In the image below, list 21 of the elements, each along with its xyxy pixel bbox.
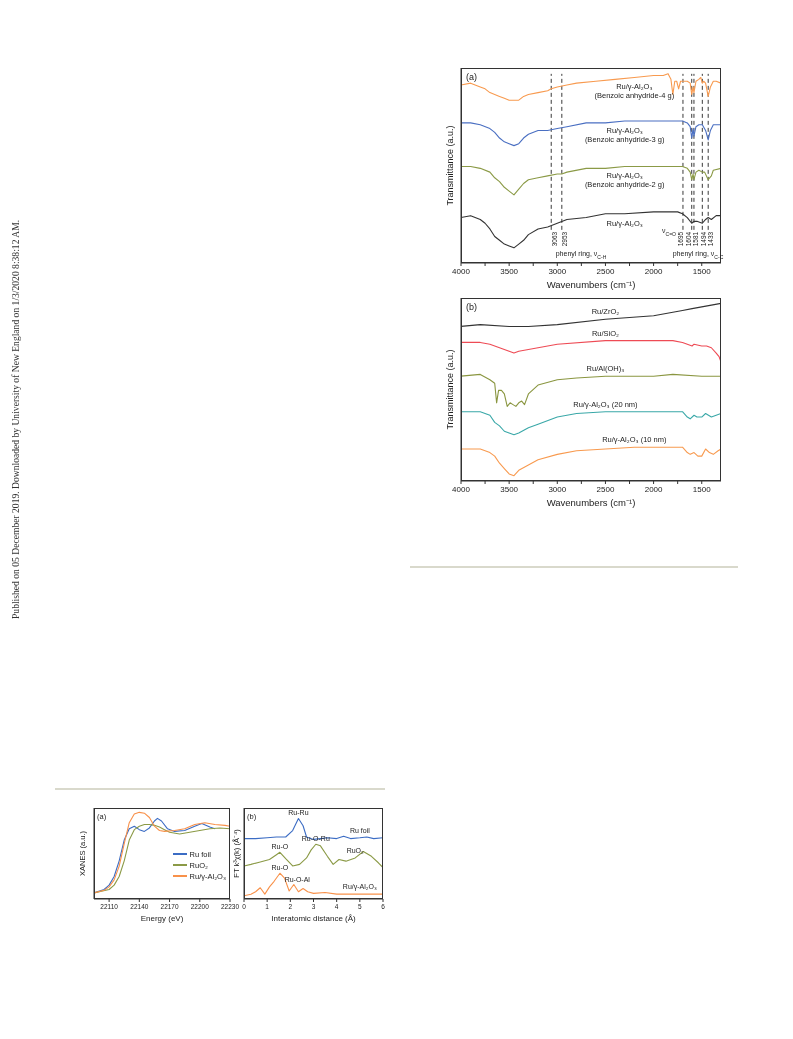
text: Published on 05 December 2019. Downloaded by University of New England on 1/3/2020 8:38:12 AM. [10,218,21,621]
x-tick-label: 4000 [452,484,471,494]
x-tick-label: 1500 [692,266,712,276]
x-axis-title: Wavenumbers (cm⁻¹) [546,497,636,508]
x-tick-label: 2500 [596,484,615,494]
x-axis-title: Interatomic distance (Å) [271,914,357,923]
x-axis-title: Energy (eV) [140,914,184,923]
x-tick-label: 3500 [500,484,519,494]
annotation: (b) [465,301,477,312]
x-tick-label: 2000 [644,484,664,494]
x-tick-label: 1500 [692,484,712,494]
x-tick-label: 2000 [644,266,664,276]
y-axis-title: Transmittance (a.u.) [445,125,455,206]
x-tick-label: 2500 [596,266,615,276]
annotation: (a) [465,71,477,82]
x-tick-label: 3000 [548,484,567,494]
x-axis-title: Wavenumbers (cm⁻¹) [546,279,636,290]
x-tick-label: 3500 [500,266,519,276]
x-tick-label: 3000 [548,266,567,276]
x-tick-label: 4000 [452,266,471,276]
y-axis-title: Transmittance (a.u.) [445,349,455,430]
